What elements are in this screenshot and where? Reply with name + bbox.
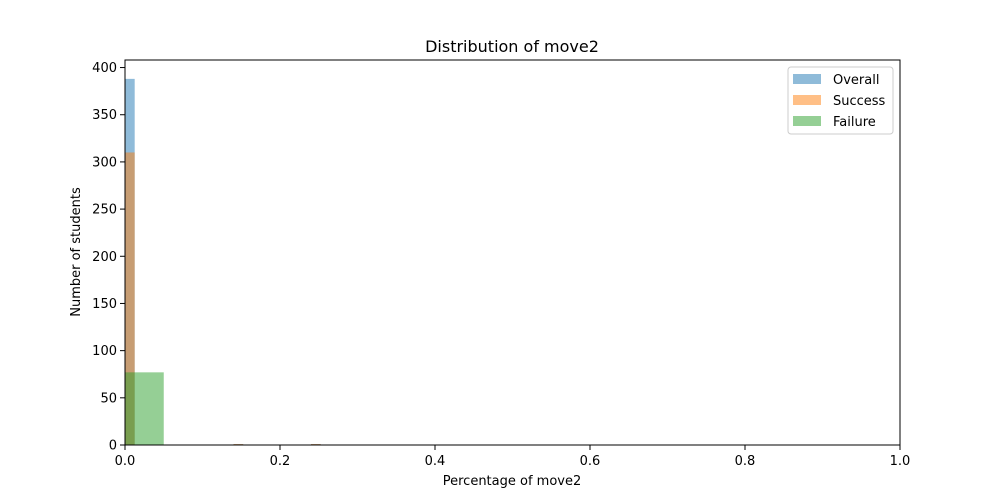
y-tick-label: 350 xyxy=(92,108,117,123)
x-tick-label: 0.2 xyxy=(270,454,291,469)
chart-title: Distribution of move2 xyxy=(425,37,599,56)
ticks-layer: 0.0 0.2 0.4 0.6 0.8 1.0 0 50 100 150 200 250 300 350 4… xyxy=(92,61,910,469)
y-tick-label: 250 xyxy=(92,203,117,218)
x-tick-label: 1.0 xyxy=(890,454,911,469)
bar-success-0 xyxy=(125,152,135,445)
legend-label-failure: Failure xyxy=(833,115,876,130)
y-axis-label: Number of students xyxy=(69,187,84,317)
legend: Overall Success Failure xyxy=(787,66,894,135)
legend-swatch-overall xyxy=(793,74,821,84)
legend-label-success: Success xyxy=(833,94,886,109)
y-tick-label: 50 xyxy=(100,391,117,406)
bars-layer xyxy=(125,78,321,445)
bar-failure-0 xyxy=(125,372,164,445)
y-tick-label: 300 xyxy=(92,155,117,170)
x-tick-label: 0.6 xyxy=(580,454,601,469)
x-tick-label: 0.4 xyxy=(425,454,446,469)
y-tick-label: 0 xyxy=(109,439,117,454)
x-axis-label: Percentage of move2 xyxy=(443,474,582,489)
legend-label-overall: Overall xyxy=(833,73,879,88)
legend-swatch-failure xyxy=(793,116,821,126)
plot-frame xyxy=(124,59,901,446)
x-tick-label: 0.8 xyxy=(735,454,756,469)
legend-swatch-success xyxy=(793,95,821,105)
x-tick-label: 0.0 xyxy=(115,454,136,469)
y-tick-label: 150 xyxy=(92,297,117,312)
y-tick-label: 400 xyxy=(92,61,117,76)
y-tick-label: 200 xyxy=(92,250,117,265)
y-tick-label: 100 xyxy=(92,344,117,359)
